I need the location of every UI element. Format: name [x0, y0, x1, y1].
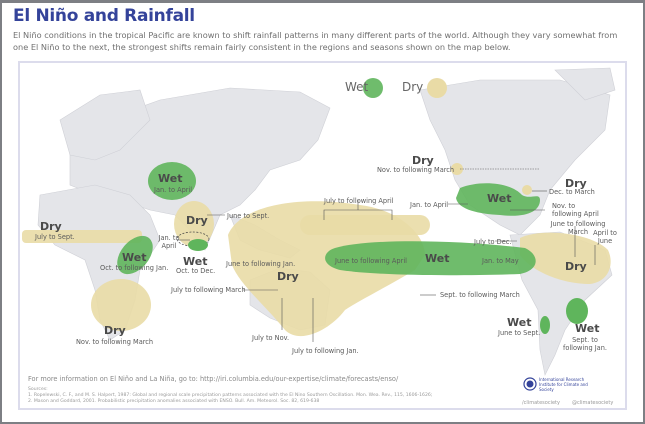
- legend-dry-swatch: [427, 78, 447, 98]
- dry-region-india: [174, 201, 214, 247]
- land-greenland: [554, 67, 616, 101]
- central-asia-season: Jan. to April: [154, 186, 193, 194]
- nw-north-america-season: Nov. to following March: [377, 166, 455, 174]
- southern-africa-type: Dry: [104, 324, 126, 337]
- org-name: International Research Institute for Cli…: [539, 377, 588, 392]
- chile-season: June to Sept.: [498, 329, 541, 337]
- legend-wet-swatch: [363, 78, 383, 98]
- n-south-america-season-3: April to June: [593, 229, 617, 245]
- facebook-handle[interactable]: /climatesociety: [522, 400, 560, 406]
- iri-globe-icon: [523, 377, 537, 391]
- nw-north-america-type: Dry: [412, 154, 434, 167]
- great-lakes-season: Dec. to March: [549, 188, 595, 196]
- india-season: June to Sept.: [227, 212, 270, 220]
- indonesia-season-2: July to following March: [171, 286, 246, 294]
- rainfall-regions: [22, 78, 611, 337]
- indonesia-type: Dry: [277, 270, 299, 283]
- indonesia-season-1: June to following Jan.: [226, 260, 296, 268]
- iri-logo: International Research Institute for Cli…: [523, 376, 588, 395]
- wet-region-se-south-america: [566, 298, 588, 324]
- leader-lines: [178, 168, 596, 342]
- east-africa-season: Oct. to following Jan.: [100, 264, 169, 272]
- n-south-america-season-2: June to following March: [550, 220, 606, 236]
- wet-region-southern-us: [456, 183, 540, 216]
- sources-label: Sources:: [28, 387, 48, 392]
- sahel-season: July to Sept.: [35, 233, 75, 241]
- central-pacific-wet-season-1: June to following April: [335, 257, 407, 265]
- se-south-america-type: Wet: [575, 322, 600, 335]
- legend-dry-label: Dry: [402, 80, 424, 94]
- twitter-handle[interactable]: @climatesociety: [572, 400, 614, 406]
- n-south-america-type: Dry: [565, 260, 587, 273]
- page-description: El Niño conditions in the tropical Pacif…: [13, 30, 618, 52]
- australia-season-3: July to Nov.: [252, 334, 290, 342]
- dry-region-sahel: [22, 230, 142, 243]
- great-lakes-type: Dry: [565, 177, 587, 190]
- central-asia-type: Wet: [158, 172, 183, 185]
- southern-us-season-1: Jan. to April: [410, 201, 449, 209]
- dry-region-northern-south-america: [520, 232, 611, 284]
- page-title: El Niño and Rainfall: [13, 6, 195, 26]
- australia-season-5: Sept. to following March: [440, 291, 520, 299]
- dry-region-great-lakes: [522, 185, 532, 195]
- source-1: 1. Ropelewski, C. F., and M. S. Halpert,…: [28, 393, 433, 398]
- wet-region-chile: [540, 316, 550, 334]
- southern-us-type: Wet: [487, 192, 512, 205]
- sahel-type: Dry: [40, 220, 62, 233]
- se-south-america-season: Sept. to following Jan.: [563, 336, 607, 352]
- sri-lanka-season: Jan. to April: [158, 234, 180, 250]
- land-europe: [59, 89, 151, 161]
- wet-region-south-india: [188, 239, 208, 251]
- east-africa-type: Wet: [122, 251, 147, 264]
- wet-region-central-pacific: [325, 241, 536, 276]
- australia-season-4: July to following Jan.: [292, 347, 359, 355]
- wet-region-east-africa: [117, 235, 153, 275]
- dry-region-nw-north-america: [451, 163, 463, 175]
- land-masses: [37, 67, 616, 376]
- central-pacific-dry-season: July to following April: [324, 197, 394, 205]
- dry-region-southern-africa: [91, 279, 151, 331]
- chile-type: Wet: [507, 316, 532, 329]
- source-2: 2. Mason and Goddard, 2001. Probabilisti…: [28, 399, 320, 404]
- dry-region-central-pacific: [300, 215, 430, 235]
- south-india-type: Wet: [183, 255, 208, 268]
- central-pacific-wet-season-2: Jan. to May: [482, 257, 519, 265]
- southern-us-season-2: Nov. to following April: [552, 202, 599, 218]
- legend-wet-label: Wet: [345, 80, 369, 94]
- wet-region-central-asia: [148, 162, 196, 200]
- india-type: Dry: [186, 214, 208, 227]
- central-pacific-wet-type: Wet: [425, 252, 450, 265]
- n-south-america-season-1: July to Dec.: [474, 238, 512, 246]
- southern-africa-season: Nov. to following March: [76, 338, 154, 346]
- south-india-season: Oct. to Dec.: [176, 267, 216, 275]
- more-info-text: For more information on El Niño and La N…: [28, 375, 399, 383]
